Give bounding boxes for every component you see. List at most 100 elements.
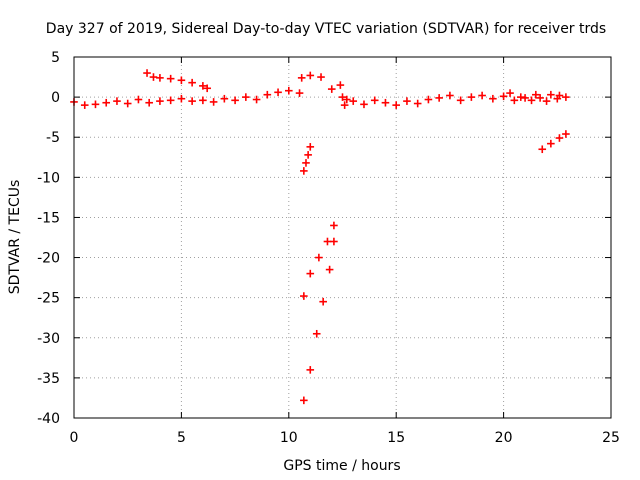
data-point xyxy=(300,167,308,175)
data-point xyxy=(547,139,555,148)
data-point xyxy=(319,297,327,306)
data-point xyxy=(360,100,368,109)
data-point xyxy=(300,292,308,300)
data-point xyxy=(177,94,186,103)
data-point xyxy=(521,94,529,102)
data-point xyxy=(302,159,310,167)
data-point xyxy=(424,95,433,104)
data-point xyxy=(467,93,476,101)
data-point xyxy=(478,91,486,100)
data-point xyxy=(536,94,544,102)
x-tick-label: 5 xyxy=(177,430,186,446)
y-tick-label: -25 xyxy=(37,291,60,307)
grid-lines xyxy=(74,57,611,418)
data-point xyxy=(542,97,551,105)
chart-title: Day 327 of 2019, Sidereal Day-to-day VTE… xyxy=(46,21,606,37)
data-point xyxy=(199,82,207,90)
data-point xyxy=(143,69,151,77)
y-tick-label: -10 xyxy=(37,170,60,186)
data-point xyxy=(338,93,347,101)
data-point xyxy=(342,95,351,104)
data-point xyxy=(312,329,321,338)
y-axis-title: SDTVAR / TECUs xyxy=(7,180,23,295)
data-point xyxy=(231,96,239,105)
data-point xyxy=(306,143,315,151)
data-point xyxy=(156,74,164,82)
data-point xyxy=(300,396,308,405)
data-point xyxy=(555,134,564,142)
y-axis-ticks: 5 0 -5 -10 -15 -20 -25 -30 -35 -40 xyxy=(37,50,611,427)
x-tick-label: 20 xyxy=(495,430,513,446)
y-tick-label: 5 xyxy=(51,50,60,66)
y-tick-label: -5 xyxy=(46,130,60,146)
x-axis-title: GPS time / hours xyxy=(283,458,400,474)
data-point xyxy=(113,97,121,105)
y-tick-label: -20 xyxy=(37,251,60,267)
data-point xyxy=(547,90,555,99)
data-point xyxy=(102,98,111,107)
data-points xyxy=(70,69,570,405)
data-point xyxy=(188,97,196,105)
data-point xyxy=(177,76,186,85)
data-point xyxy=(327,85,336,93)
data-point xyxy=(489,94,497,103)
data-point xyxy=(555,91,564,100)
y-tick-label: -15 xyxy=(37,210,60,226)
data-point xyxy=(506,89,514,97)
data-point xyxy=(123,99,132,108)
data-point xyxy=(435,94,443,102)
data-point xyxy=(297,74,306,82)
data-point xyxy=(80,101,89,109)
data-point xyxy=(263,90,272,99)
data-point xyxy=(149,73,158,81)
data-point xyxy=(252,95,261,104)
data-point xyxy=(134,95,143,104)
data-point xyxy=(527,96,536,105)
data-point xyxy=(166,74,175,83)
data-point xyxy=(145,98,153,107)
y-tick-label: -40 xyxy=(37,411,60,427)
data-point xyxy=(242,93,250,101)
data-point xyxy=(330,237,338,246)
data-point xyxy=(562,130,570,138)
data-point xyxy=(392,101,401,109)
data-point xyxy=(538,145,547,154)
y-tick-label: -35 xyxy=(37,371,60,387)
data-point xyxy=(220,94,229,103)
data-point xyxy=(381,98,390,107)
data-point xyxy=(323,237,332,246)
data-point xyxy=(456,96,465,105)
x-tick-label: 0 xyxy=(70,430,79,446)
data-point xyxy=(274,88,282,97)
data-point xyxy=(403,97,411,105)
data-point xyxy=(340,101,349,109)
data-point xyxy=(91,100,100,109)
data-point xyxy=(199,96,207,105)
data-point xyxy=(284,86,293,95)
data-point xyxy=(306,269,315,278)
x-tick-label: 10 xyxy=(280,430,298,446)
x-axis-ticks: 0 5 10 15 20 25 xyxy=(70,57,620,446)
data-point xyxy=(516,93,525,101)
data-point xyxy=(532,90,540,99)
data-point xyxy=(315,253,323,262)
data-point xyxy=(562,93,570,101)
data-point xyxy=(156,97,164,105)
data-point xyxy=(209,98,218,106)
data-point xyxy=(306,71,315,80)
data-point xyxy=(446,91,454,100)
data-point xyxy=(304,151,312,159)
data-point xyxy=(336,81,345,89)
x-tick-label: 15 xyxy=(387,430,405,446)
data-point xyxy=(295,89,304,97)
plot-frame xyxy=(73,56,612,419)
data-point xyxy=(203,84,211,93)
data-point xyxy=(330,221,338,230)
data-point xyxy=(499,92,508,101)
y-tick-label: 0 xyxy=(51,90,60,106)
data-point xyxy=(325,265,334,274)
data-point xyxy=(306,366,315,374)
data-point xyxy=(510,96,519,105)
data-point xyxy=(166,96,175,105)
